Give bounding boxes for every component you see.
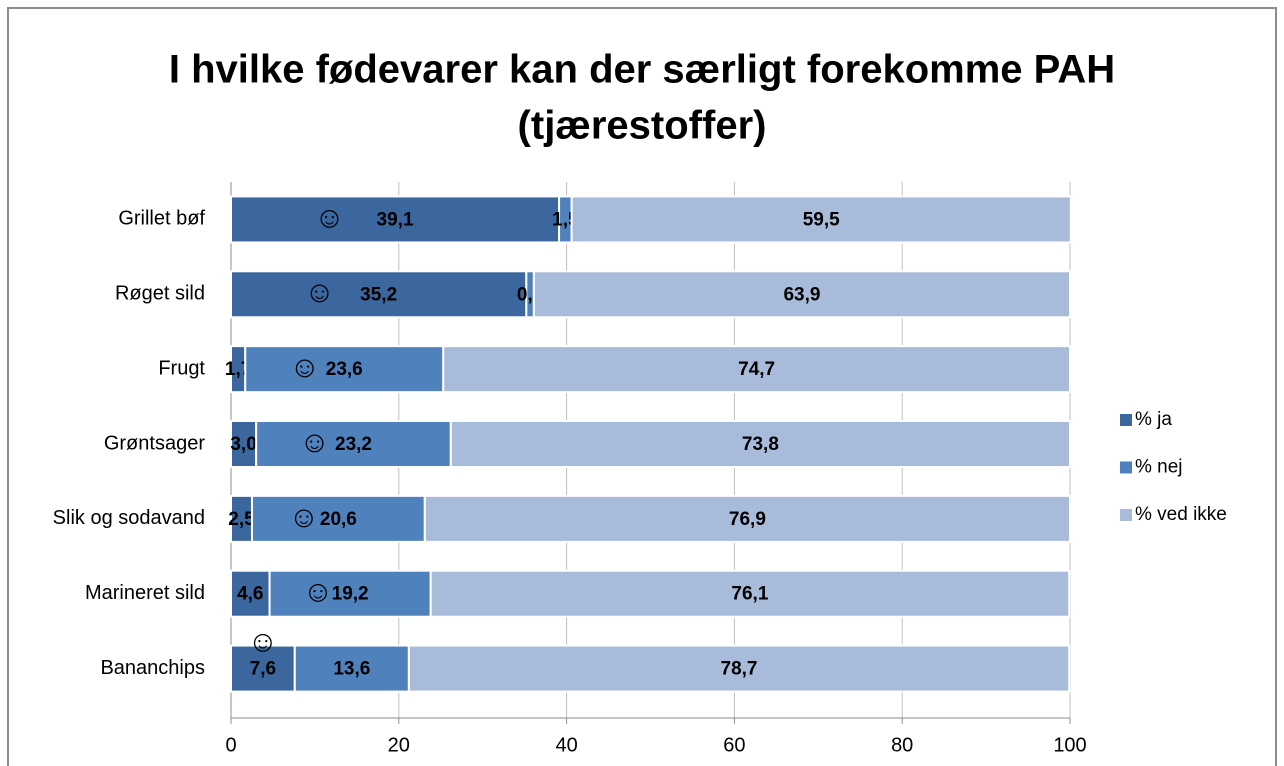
bar-segment	[268, 569, 432, 618]
bar-segment	[429, 569, 1071, 618]
bar-segment	[244, 345, 445, 394]
data-label: 35,2	[360, 284, 397, 305]
legend-swatch	[1120, 461, 1132, 474]
data-label: 20,6	[320, 509, 357, 530]
x-tick-label: 80	[891, 734, 913, 756]
y-tick-label: Marineret sild	[85, 582, 205, 604]
data-label: 73,8	[742, 434, 779, 455]
bar-segment	[423, 494, 1071, 543]
data-label: 23,2	[335, 434, 372, 455]
legend-swatch	[1120, 414, 1132, 426]
legend-label: % ved ikke	[1135, 504, 1227, 525]
bar-segment	[230, 569, 271, 618]
data-label: 59,5	[803, 209, 840, 230]
bar-segment	[255, 420, 452, 468]
y-tick-label: Grillet bøf	[118, 208, 205, 230]
chart-title: I hvilke fødevarer kan der særligt forek…	[169, 48, 1115, 92]
data-label: 2,5	[228, 509, 255, 530]
x-tick-label: 20	[388, 734, 410, 756]
data-label: 19,2	[332, 584, 369, 605]
annotation: ☺	[299, 426, 330, 459]
data-label: 76,1	[731, 584, 768, 605]
data-label: 13,6	[333, 659, 370, 680]
bar-segment	[449, 420, 1071, 468]
bar-segment	[407, 644, 1071, 693]
legend-label: % nej	[1135, 457, 1183, 478]
annotation: ☺	[303, 576, 334, 609]
x-tick-label: 60	[723, 734, 745, 756]
y-tick-label: Slik og sodavand	[53, 507, 205, 529]
bar-segment	[532, 270, 1071, 319]
annotation: ☺	[314, 201, 345, 234]
data-label: 4,6	[237, 584, 263, 605]
data-label: 3,0	[230, 434, 256, 455]
x-tick-label: 0	[225, 734, 236, 756]
data-label: 63,9	[783, 284, 820, 305]
y-tick-label: Røget sild	[115, 283, 205, 305]
data-label: 23,6	[326, 359, 363, 380]
data-label: 39,1	[377, 209, 414, 230]
bar-segment	[442, 345, 1071, 394]
x-tick-label: 40	[555, 734, 577, 756]
annotation: ☺	[248, 625, 279, 658]
bar-segment	[293, 644, 410, 693]
annotation: ☺	[289, 501, 320, 534]
legend-label: % ja	[1135, 409, 1172, 430]
y-tick-label: Frugt	[158, 357, 205, 379]
chart-title: (tjærestoffer)	[518, 104, 767, 148]
legend-swatch	[1120, 509, 1132, 521]
data-label: 7,6	[250, 659, 276, 680]
y-tick-label: Bananchips	[100, 657, 205, 679]
y-tick-label: Grøntsager	[104, 432, 205, 454]
x-tick-label: 100	[1053, 734, 1086, 756]
data-label: 78,7	[721, 659, 758, 680]
data-label: 76,9	[729, 509, 766, 530]
bar-segment	[230, 644, 296, 693]
data-label: 74,7	[738, 359, 775, 380]
bar-segment	[570, 195, 1072, 244]
annotation: ☺	[289, 351, 320, 384]
annotation: ☺	[304, 276, 335, 309]
